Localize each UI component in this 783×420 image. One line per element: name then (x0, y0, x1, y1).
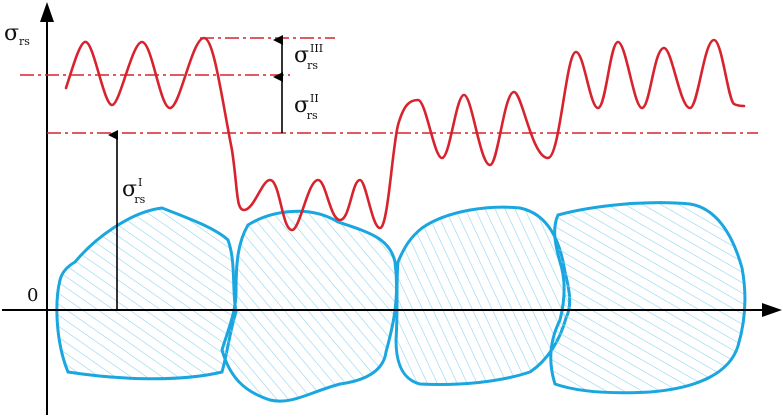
level-label-2: σII rs (294, 92, 319, 122)
level-label-3: σIII rs (294, 42, 323, 72)
level-label-1: σI rs (122, 176, 146, 206)
grain-layer (55, 201, 747, 403)
grain-3 (394, 205, 572, 386)
reference-lines (20, 37, 758, 134)
stress-curve (64, 36, 746, 232)
y-axis-label: σrs (4, 21, 30, 48)
y-axis-arrowhead (40, 2, 54, 22)
grain-2 (220, 209, 399, 403)
level-arrows (108, 35, 283, 310)
grain-4 (549, 201, 747, 395)
x-axis-arrowhead (762, 303, 782, 317)
axes (2, 2, 782, 415)
labels: σrs 0 σI rs σII rs σIII rs (4, 21, 323, 306)
grain-1 (55, 206, 238, 381)
origin-label: 0 (27, 285, 38, 306)
